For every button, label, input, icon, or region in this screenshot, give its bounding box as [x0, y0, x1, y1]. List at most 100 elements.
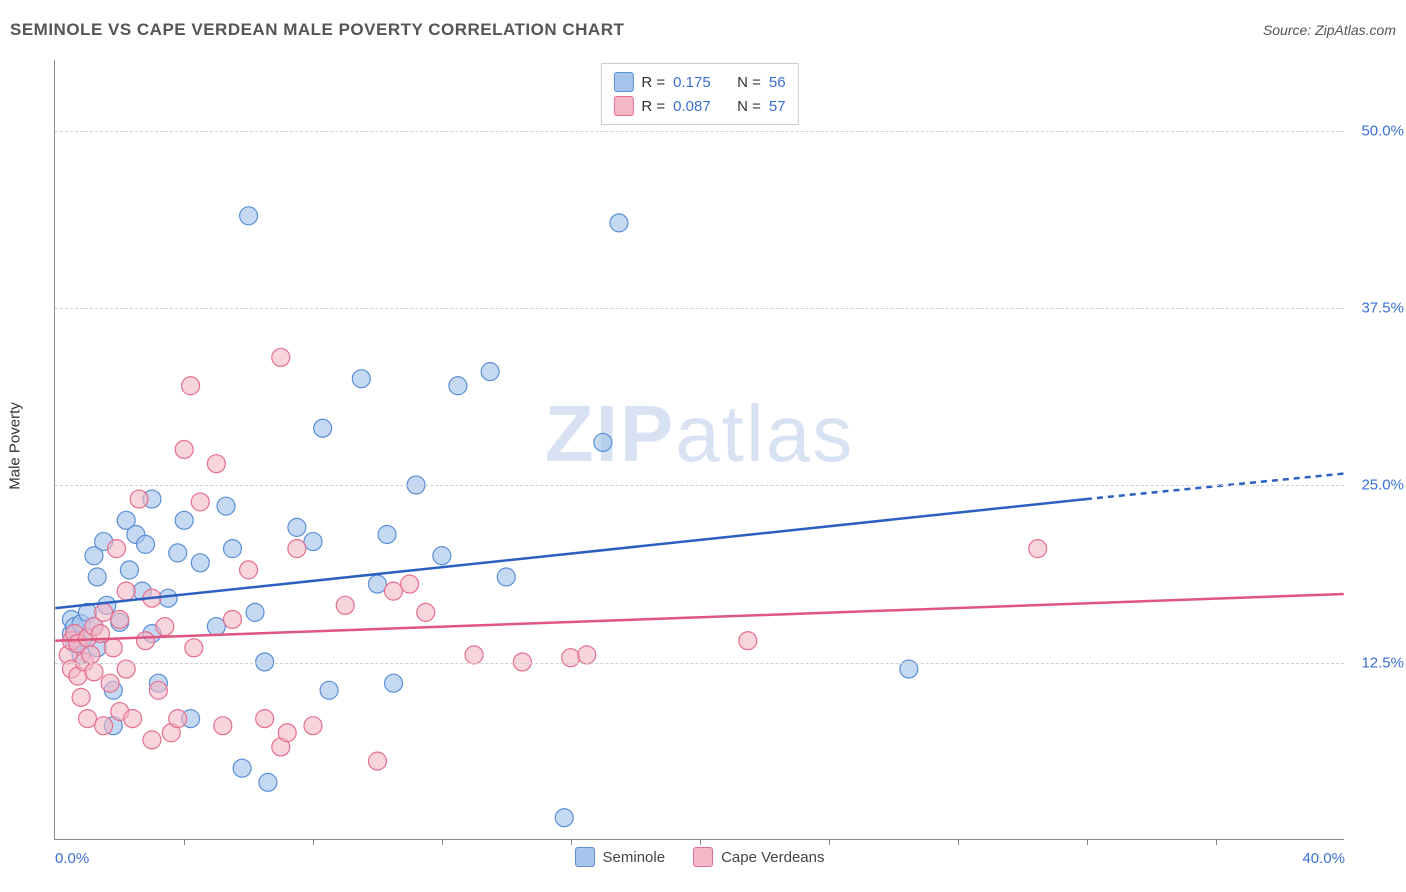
data-point [288, 518, 306, 536]
data-point [207, 618, 225, 636]
data-point [562, 649, 580, 667]
data-point [223, 610, 241, 628]
data-point [156, 618, 174, 636]
data-point [449, 377, 467, 395]
data-point [149, 681, 167, 699]
data-point [385, 582, 403, 600]
data-point [336, 596, 354, 614]
r-value: 0.087 [673, 98, 721, 115]
data-point [104, 639, 122, 657]
data-point [233, 759, 251, 777]
xtick-minor [1087, 839, 1088, 845]
data-point [320, 681, 338, 699]
data-point [378, 525, 396, 543]
xtick-minor [829, 839, 830, 845]
y-axis-label: Male Poverty [7, 402, 24, 490]
gridline [55, 131, 1344, 132]
data-point [368, 752, 386, 770]
correlation-legend-row: R = 0.087 N = 57 [613, 94, 785, 118]
series-legend-label: Seminole [603, 849, 666, 866]
source-attribution: Source: ZipAtlas.com [1263, 22, 1396, 38]
chart-svg [55, 60, 1344, 839]
data-point [278, 724, 296, 742]
xtick-minor [442, 839, 443, 845]
data-point [124, 710, 142, 728]
legend-swatch-icon [613, 96, 633, 116]
xtick-minor [313, 839, 314, 845]
plot-area: ZIPatlas R =0.175N =56R =0.087N =57 Semi… [54, 60, 1344, 840]
data-point [610, 214, 628, 232]
data-point [72, 688, 90, 706]
data-point [314, 419, 332, 437]
xtick-label: 40.0% [1302, 850, 1345, 867]
data-point [223, 540, 241, 558]
data-point [304, 533, 322, 551]
series-legend-item: Seminole [575, 847, 666, 867]
data-point [288, 540, 306, 558]
data-point [175, 511, 193, 529]
data-point [143, 731, 161, 749]
data-point [214, 717, 232, 735]
trend-line [55, 499, 1086, 608]
data-point [169, 710, 187, 728]
data-point [497, 568, 515, 586]
chart-title: SEMINOLE VS CAPE VERDEAN MALE POVERTY CO… [10, 20, 624, 40]
chart-header: SEMINOLE VS CAPE VERDEAN MALE POVERTY CO… [10, 20, 1396, 40]
xtick-minor [1216, 839, 1217, 845]
r-value: 0.175 [673, 74, 721, 91]
data-point [169, 544, 187, 562]
data-point [417, 603, 435, 621]
n-value: 56 [769, 74, 786, 91]
data-point [130, 490, 148, 508]
data-point [1029, 540, 1047, 558]
xtick-minor [571, 839, 572, 845]
data-point [111, 610, 129, 628]
xtick-minor [958, 839, 959, 845]
legend-swatch-icon [575, 847, 595, 867]
data-point [159, 589, 177, 607]
n-value: 57 [769, 98, 786, 115]
data-point [240, 561, 258, 579]
legend-swatch-icon [693, 847, 713, 867]
gridline [55, 308, 1344, 309]
data-point [175, 441, 193, 459]
data-point [95, 603, 113, 621]
data-point [578, 646, 596, 664]
data-point [739, 632, 757, 650]
data-point [85, 663, 103, 681]
data-point [240, 207, 258, 225]
data-point [207, 455, 225, 473]
data-point [95, 717, 113, 735]
data-point [79, 710, 97, 728]
data-point [137, 632, 155, 650]
xtick-minor [700, 839, 701, 845]
data-point [191, 493, 209, 511]
r-label: R = [641, 74, 665, 91]
data-point [304, 717, 322, 735]
data-point [385, 674, 403, 692]
xtick-label: 0.0% [55, 850, 89, 867]
series-legend: Seminole Cape Verdeans [575, 847, 825, 867]
series-legend-item: Cape Verdeans [693, 847, 824, 867]
ytick-label: 50.0% [1349, 122, 1404, 139]
legend-swatch-icon [613, 72, 633, 92]
correlation-legend: R = 0.175 N = 56 R = 0.087 N = 57 [600, 63, 798, 125]
n-label: N = [737, 98, 761, 115]
data-point [272, 348, 290, 366]
data-point [256, 710, 274, 728]
data-point [465, 646, 483, 664]
data-point [117, 582, 135, 600]
data-point [246, 603, 264, 621]
data-point [101, 674, 119, 692]
data-point [368, 575, 386, 593]
data-point [555, 809, 573, 827]
data-point [433, 547, 451, 565]
xtick-minor [184, 839, 185, 845]
ytick-label: 37.5% [1349, 300, 1404, 317]
r-label: R = [641, 98, 665, 115]
data-point [182, 377, 200, 395]
data-point [137, 535, 155, 553]
data-point [82, 646, 100, 664]
n-label: N = [737, 74, 761, 91]
data-point [594, 433, 612, 451]
